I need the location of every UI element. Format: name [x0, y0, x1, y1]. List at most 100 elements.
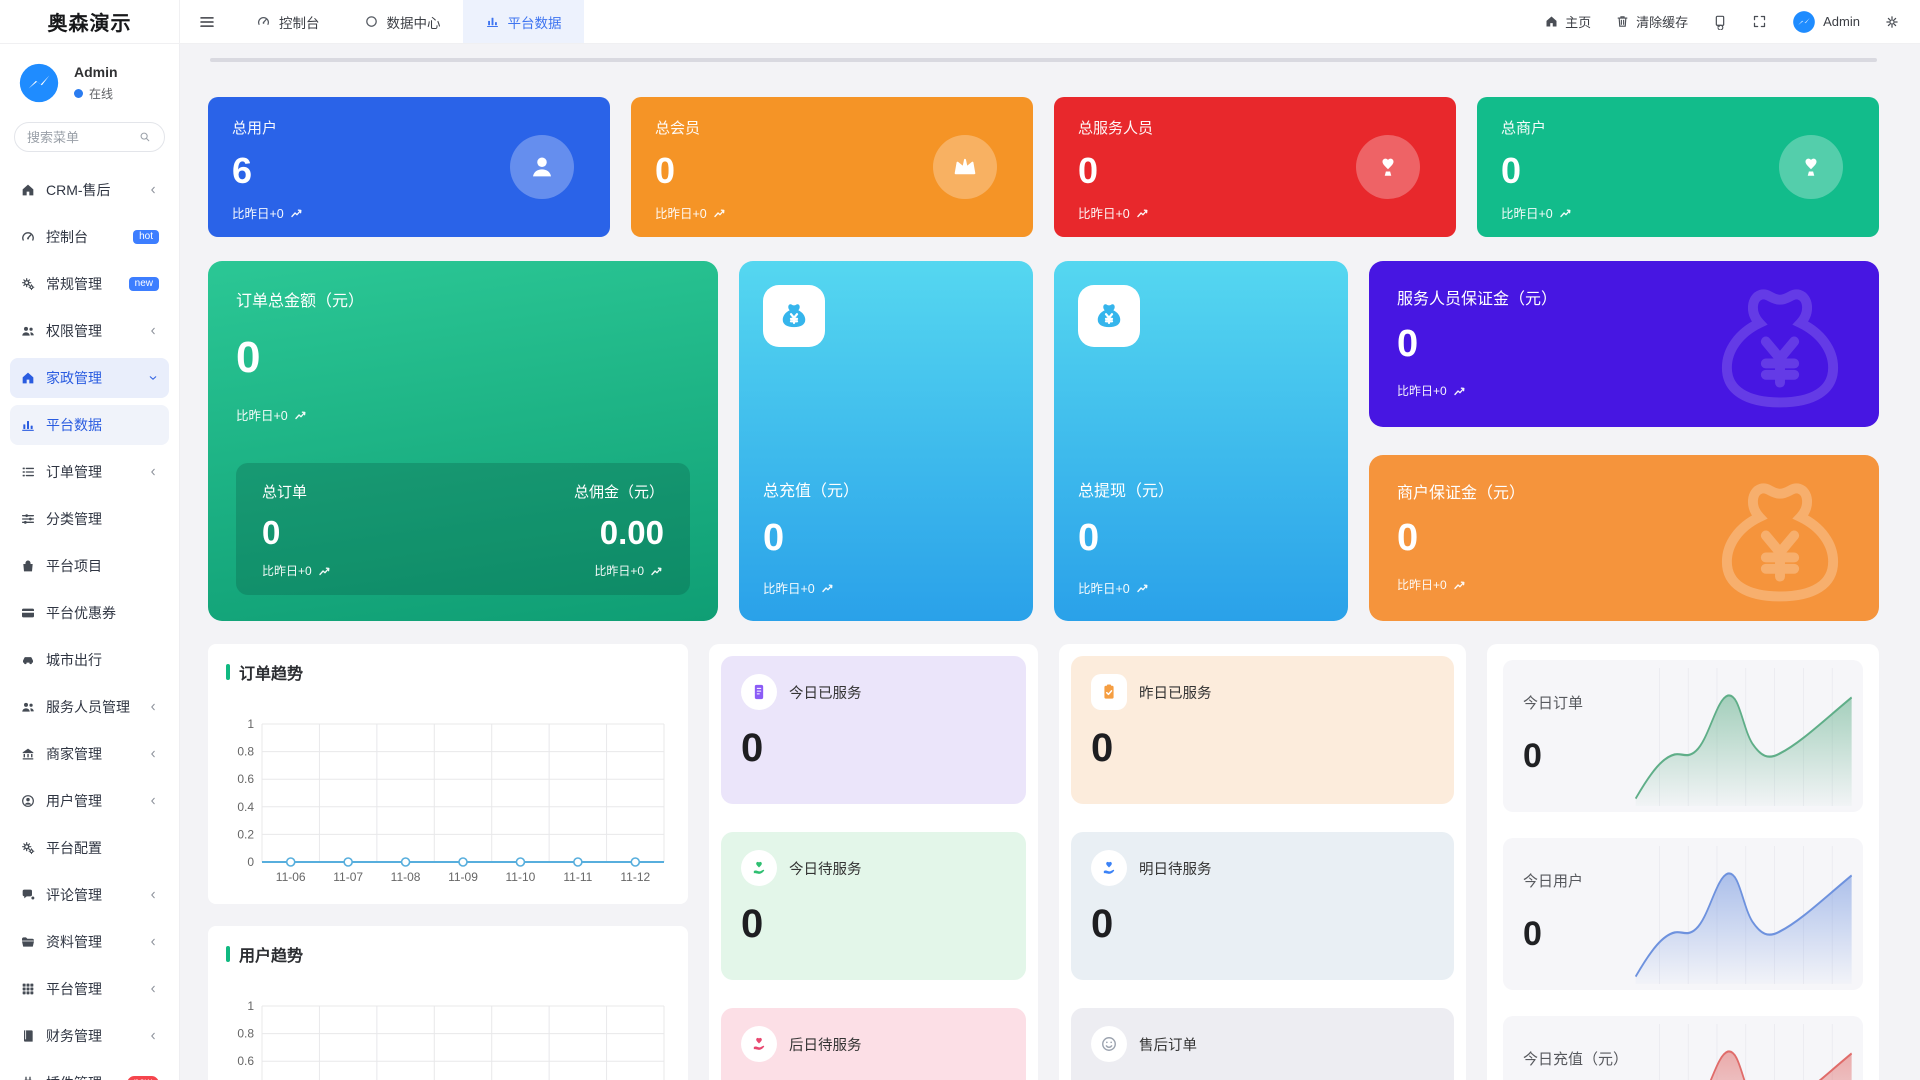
deposit-stack: 服务人员保证金（元） 0 比昨日+0 商户保证金（元） 0 比昨日+0: [1369, 261, 1879, 621]
svg-text:11-12: 11-12: [620, 870, 650, 884]
total-orders: 总订单 0 比昨日+0: [262, 481, 332, 579]
yesterday-served-card[interactable]: 昨日已服务 0: [1071, 656, 1454, 804]
user-name: Admin: [74, 64, 118, 80]
search-input[interactable]: [27, 129, 127, 145]
page-refresh-button[interactable]: [1712, 14, 1728, 30]
sidebar-item-projects[interactable]: 平台项目: [10, 546, 169, 586]
sidebar-toggle-button[interactable]: [180, 0, 234, 43]
bottom-row: 订单趋势 0 0.2 0.4 0.6 0.8 1 11-06 11-07 11-08 11-09 1…: [208, 644, 1879, 1080]
app-logo: 奥森演示: [0, 0, 180, 43]
bar-chart-icon: [485, 14, 500, 29]
hot-badge: hot: [133, 230, 159, 244]
gauge-icon: [256, 14, 271, 29]
money-bag-watermark-icon: [1695, 265, 1865, 427]
sidebar-item-housekeeping[interactable]: 家政管理: [10, 358, 169, 398]
horizontal-scrollbar[interactable]: [210, 58, 1877, 62]
sidebar-item-merchants[interactable]: 商家管理: [10, 734, 169, 774]
today-sparkline-column: 今日订单 0 今日用户 0 今日充值（元）: [1487, 644, 1879, 1080]
stat-card-total-users[interactable]: 总用户 6 比昨日+0: [208, 97, 610, 237]
today-recharge-card[interactable]: 今日充值（元）: [1503, 1016, 1863, 1080]
chevron-left-icon: [147, 795, 159, 807]
list-icon: [20, 464, 36, 480]
day-after-pending-card[interactable]: 后日待服务: [721, 1008, 1026, 1080]
sidebar-menu: CRM-售后 控制台 hot 常规管理 new 权限管理 家政管理 平台数据 订单管…: [0, 168, 179, 1080]
sidebar-item-comments[interactable]: 评论管理: [10, 875, 169, 915]
withdraw-card[interactable]: 总提现（元） 0 比昨日+0: [1054, 261, 1348, 621]
svg-text:0.8: 0.8: [237, 745, 254, 759]
chevron-left-icon: [147, 889, 159, 901]
sparkline-chart: [1634, 668, 1852, 806]
chart-title: 用户趋势: [239, 948, 304, 965]
sidebar-item-console[interactable]: 控制台 hot: [10, 217, 169, 257]
order-trend-chart[interactable]: 0 0.2 0.4 0.6 0.8 1 11-06 11-07 11-08 11-09 11-10 1…: [226, 714, 670, 890]
sidebar-item-city-travel[interactable]: 城市出行: [10, 640, 169, 680]
sidebar-item-categories[interactable]: 分类管理: [10, 499, 169, 539]
sidebar-item-platform-mgmt[interactable]: 平台管理: [10, 969, 169, 1009]
stat-card-total-merchants[interactable]: 总商户 0 比昨日+0: [1477, 97, 1879, 237]
tab-platform-data[interactable]: 平台数据: [462, 0, 584, 43]
trend-up-icon: [821, 581, 835, 595]
user-circle-icon: [20, 793, 36, 809]
sidebar-item-platform-data[interactable]: 平台数据: [10, 405, 169, 445]
sidebar-item-plugins[interactable]: 插件管理new: [10, 1063, 169, 1080]
tomorrow-pending-card[interactable]: 明日待服务 0: [1071, 832, 1454, 980]
trend-up-icon: [1453, 578, 1467, 592]
today-users-card[interactable]: 今日用户 0: [1503, 838, 1863, 990]
nav-tabs: 控制台 数据中心 平台数据: [234, 0, 584, 43]
trend-charts-column: 订单趋势 0 0.2 0.4 0.6 0.8 1 11-06 11-07 11-08 11-09 1…: [208, 644, 688, 1080]
stat-card-total-staff[interactable]: 总服务人员 0 比昨日+0: [1054, 97, 1456, 237]
today-orders-card[interactable]: 今日订单 0: [1503, 660, 1863, 812]
trend-up-icon: [1559, 206, 1573, 220]
svg-text:11-07: 11-07: [333, 870, 363, 884]
fullscreen-button[interactable]: [1752, 14, 1767, 29]
sidebar-item-crm[interactable]: CRM-售后: [10, 170, 169, 210]
sidebar-item-permissions[interactable]: 权限管理: [10, 311, 169, 351]
order-trend-card: 订单趋势 0 0.2 0.4 0.6 0.8 1 11-06 11-07 11-08 11-09 1…: [208, 644, 688, 904]
sparkline-chart: [1634, 846, 1852, 984]
grid-icon: [20, 981, 36, 997]
trash-icon: [1615, 14, 1630, 29]
today-served-card[interactable]: 今日已服务 0: [721, 656, 1026, 804]
total-commission: 总佣金（元） 0.00 比昨日+0: [573, 484, 664, 578]
recharge-card[interactable]: 总充值（元） 0 比昨日+0: [739, 261, 1033, 621]
clear-cache-button[interactable]: 清除缓存: [1615, 12, 1688, 31]
username: Admin: [1823, 14, 1860, 29]
sidebar-item-materials[interactable]: 资料管理: [10, 922, 169, 962]
online-dot: [74, 89, 83, 98]
sidebar-item-general[interactable]: 常规管理 new: [10, 264, 169, 304]
stat-card-total-members[interactable]: 总会员 0 比昨日+0: [631, 97, 1033, 237]
page-refresh-icon: [1712, 14, 1728, 30]
user-trend-chart[interactable]: 00.20.40.60.8111-0611-0711-0811-0911-101…: [226, 996, 670, 1080]
trend-up-icon: [1136, 581, 1150, 595]
settings-button[interactable]: [1884, 14, 1900, 30]
sidebar-item-users[interactable]: 用户管理: [10, 781, 169, 821]
chevron-left-icon: [147, 1030, 159, 1042]
sidebar-item-platform-config[interactable]: 平台配置: [10, 828, 169, 868]
svg-text:0.6: 0.6: [237, 772, 254, 786]
chart-title: 订单趋势: [239, 666, 304, 683]
today-pending-card[interactable]: 今日待服务 0: [721, 832, 1026, 980]
merchant-deposit-card[interactable]: 商户保证金（元） 0 比昨日+0: [1369, 455, 1879, 621]
tab-data-center[interactable]: 数据中心: [342, 0, 463, 43]
new-badge: new: [128, 277, 159, 291]
hand-heart-icon: [1091, 850, 1127, 886]
user-menu[interactable]: Admin: [1791, 9, 1860, 35]
sidebar-item-coupons[interactable]: 平台优惠券: [10, 593, 169, 633]
svg-text:11-11: 11-11: [563, 870, 592, 884]
sidebar-item-orders[interactable]: 订单管理: [10, 452, 169, 492]
sidebar-item-staff[interactable]: 服务人员管理: [10, 687, 169, 727]
order-total-card[interactable]: 订单总金额（元） 0 比昨日+0 总订单 0 比昨日+0 总佣金（元） 0.00…: [208, 261, 718, 621]
gear-icon: [1884, 14, 1900, 30]
chevron-down-icon: [147, 372, 159, 384]
service-column-left: 今日已服务 0 今日待服务 0 后日待服务: [709, 644, 1038, 1080]
menu-search[interactable]: [14, 122, 165, 152]
staff-deposit-card[interactable]: 服务人员保证金（元） 0 比昨日+0: [1369, 261, 1879, 427]
bank-icon: [20, 746, 36, 762]
online-status: 在线: [89, 87, 114, 101]
aftersale-orders-card[interactable]: 售后订单: [1071, 1008, 1454, 1080]
home-button[interactable]: 主页: [1544, 12, 1591, 31]
sidebar-item-finance[interactable]: 财务管理: [10, 1016, 169, 1056]
tab-console[interactable]: 控制台: [234, 0, 342, 43]
crown-icon: [933, 135, 997, 199]
